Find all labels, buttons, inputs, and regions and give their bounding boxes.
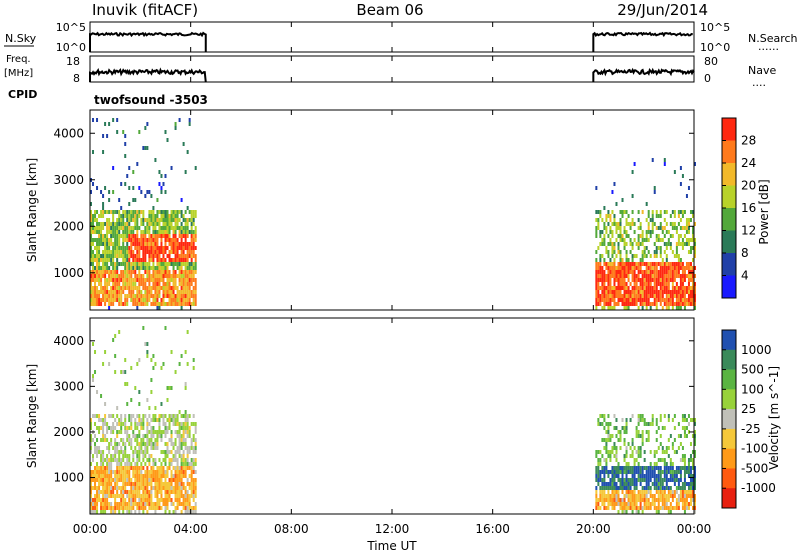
velocity-y-tick-label: 3000 xyxy=(53,379,84,393)
cpid-value: twofsound -3503 xyxy=(94,93,208,107)
nsky-tick-bottom: 10^0 xyxy=(56,41,86,54)
x-tick-label: 12:00 xyxy=(375,522,410,536)
colorbar-tick-label: 500 xyxy=(741,363,764,377)
colorbar-tick-label: -1000 xyxy=(741,481,776,495)
nsky-label: N.Sky xyxy=(5,32,37,45)
x-tick-label: 00:00 xyxy=(73,522,108,536)
nsky-tick-top: 10^5 xyxy=(56,21,86,34)
colorbar-tick-label: 16 xyxy=(741,201,756,215)
x-tick-label: 20:00 xyxy=(576,522,611,536)
power-colorbar-label: Power [dB] xyxy=(757,179,771,244)
velocity-colorbar: 1000 500 100 25 -25 -100 -500 -1000 xyxy=(721,329,776,509)
colorbar-tick-label: 12 xyxy=(741,224,756,238)
velocity-colorbar-label: Velocity [m s^-1] xyxy=(767,366,781,470)
cpid-label: CPID xyxy=(8,88,37,101)
power-heatmap-data xyxy=(90,118,696,310)
nave-tick-top: 80 xyxy=(704,55,718,68)
nave-marker: .... xyxy=(752,76,766,89)
colorbar-tick-label: -500 xyxy=(741,461,768,475)
colorbar-tick-label: 28 xyxy=(741,134,756,148)
velocity-y-tick-label: 2000 xyxy=(53,425,84,439)
power-y-tick-label: 3000 xyxy=(53,173,84,187)
station-title: Inuvik (fitACF) xyxy=(92,1,198,19)
power-y-tick-label: 1000 xyxy=(53,266,84,280)
beam-title: Beam 06 xyxy=(356,1,423,19)
colorbar-tick-label: 20 xyxy=(741,179,756,193)
freq-tick-top: 18 xyxy=(66,55,80,68)
power-ylabel: Slant Range [km] xyxy=(25,158,39,262)
velocity-y-tick-label: 1000 xyxy=(53,471,84,485)
x-axis-label: Time UT xyxy=(366,539,417,553)
x-tick-label: 00:00 xyxy=(677,522,712,536)
freq-tick-bottom: 8 xyxy=(73,72,80,85)
power-y-tick-label: 4000 xyxy=(53,126,84,140)
velocity-y-tick-label: 4000 xyxy=(53,334,84,348)
nsky-right-tick-bottom: 10^0 xyxy=(700,41,730,54)
x-tick-label: 16:00 xyxy=(475,522,510,536)
nsky-right-tick-top: 10^5 xyxy=(700,21,730,34)
power-colorbar: 28 24 20 16 12 8 4 xyxy=(721,117,756,299)
power-y-tick-label: 2000 xyxy=(53,219,84,233)
colorbar-tick-label: 4 xyxy=(741,269,749,283)
velocity-heatmap-data xyxy=(90,326,696,514)
velocity-ylabel: Slant Range [km] xyxy=(25,364,39,468)
freq-label-line1: Freq. xyxy=(6,54,31,65)
nsearch-marker: ...... xyxy=(758,40,779,53)
colorbar-tick-label: 24 xyxy=(741,156,756,170)
colorbar-tick-label: -100 xyxy=(741,442,768,456)
nsearch-label: N.Search xyxy=(748,32,798,45)
colorbar-tick-label: 100 xyxy=(741,382,764,396)
date-title: 29/Jun/2014 xyxy=(617,1,708,19)
colorbar-tick-label: -25 xyxy=(741,422,761,436)
colorbar-tick-label: 8 xyxy=(741,246,749,260)
nave-label: Nave xyxy=(748,64,776,77)
colorbar-tick-label: 25 xyxy=(741,402,756,416)
colorbar-tick-label: 1000 xyxy=(741,343,772,357)
x-tick-label: 04:00 xyxy=(173,522,208,536)
nave-tick-bottom: 0 xyxy=(704,72,711,85)
freq-label-line2: [MHz] xyxy=(4,68,33,79)
x-tick-label: 08:00 xyxy=(274,522,309,536)
